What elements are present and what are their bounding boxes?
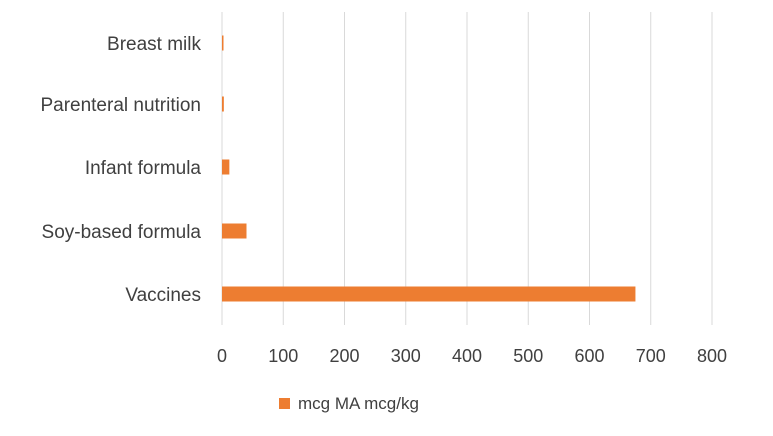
legend-swatch bbox=[279, 398, 290, 409]
x-axis-tick-labels: 0 100 200 300 400 500 600 700 800 bbox=[217, 346, 727, 366]
category-label: Vaccines bbox=[125, 285, 201, 306]
x-tick-label: 800 bbox=[697, 346, 727, 366]
x-tick-label: 600 bbox=[574, 346, 604, 366]
bar-parenteral-nutrition bbox=[222, 96, 224, 112]
category-label: Infant formula bbox=[85, 158, 202, 179]
bars bbox=[222, 35, 636, 302]
x-tick-label: 700 bbox=[636, 346, 666, 366]
bar-infant-formula bbox=[222, 159, 230, 175]
category-label: Breast milk bbox=[107, 34, 201, 55]
bar-soy-based-formula bbox=[222, 223, 247, 239]
x-tick-label: 100 bbox=[268, 346, 298, 366]
category-label: Soy-based formula bbox=[42, 222, 202, 243]
bar-vaccines bbox=[222, 286, 636, 302]
bar-breast-milk bbox=[222, 35, 224, 51]
x-tick-label: 400 bbox=[452, 346, 482, 366]
category-labels: Breast milk Parenteral nutrition Infant fo… bbox=[40, 34, 201, 306]
legend: mcg MA mcg/kg bbox=[279, 394, 419, 413]
x-tick-label: 300 bbox=[391, 346, 421, 366]
x-tick-label: 500 bbox=[513, 346, 543, 366]
x-tick-label: 0 bbox=[217, 346, 227, 366]
gridlines bbox=[221, 12, 713, 325]
legend-label: mcg MA mcg/kg bbox=[298, 394, 419, 413]
x-tick-label: 200 bbox=[329, 346, 359, 366]
category-label: Parenteral nutrition bbox=[40, 95, 201, 116]
